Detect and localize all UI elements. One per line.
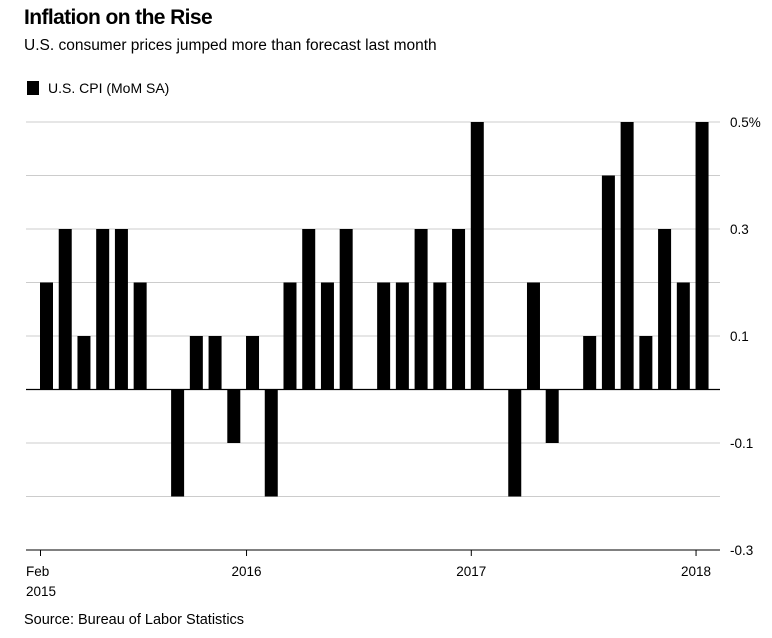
x-tick-label: 2018 [681, 564, 711, 579]
y-tick-label: 0.1 [730, 329, 749, 344]
bar [133, 282, 147, 390]
bar [320, 282, 334, 390]
bar [583, 336, 597, 390]
chart-title: Inflation on the Rise [24, 6, 213, 29]
y-axis-labels: 0.5% 0.3 0.1 -0.1 -0.3 [730, 115, 761, 558]
bar [545, 389, 559, 443]
bar [114, 229, 128, 390]
gridlines [26, 121, 720, 497]
bar [452, 229, 466, 390]
x-tick-label: 2015 [26, 584, 56, 599]
bar [302, 229, 316, 390]
bar [171, 389, 185, 497]
bar [264, 389, 278, 497]
legend-swatch [27, 81, 39, 95]
bar [58, 229, 72, 390]
bar [639, 336, 653, 390]
bar [433, 282, 447, 390]
legend: U.S. CPI (MoM SA) [27, 80, 169, 96]
bar [96, 229, 110, 390]
bars [40, 122, 709, 497]
legend-label: U.S. CPI (MoM SA) [48, 80, 170, 96]
bar [377, 282, 391, 390]
bar [414, 229, 428, 390]
bar [40, 282, 53, 390]
bar [620, 122, 634, 390]
bar [227, 389, 241, 443]
y-tick-label: 0.5% [730, 115, 761, 130]
bar [676, 282, 690, 390]
x-tick-label: 2017 [456, 564, 486, 579]
y-tick-label: -0.1 [730, 436, 753, 451]
chart-subtitle: U.S. consumer prices jumped more than fo… [24, 37, 437, 54]
bar [658, 229, 672, 390]
bar [339, 229, 353, 390]
bar [526, 282, 540, 390]
axes [26, 388, 720, 556]
source-note: Source: Bureau of Labor Statistics [24, 612, 245, 628]
bar [246, 336, 260, 390]
x-tick-label: Feb [26, 564, 49, 579]
x-tick-label: 2016 [232, 564, 262, 579]
bar [283, 282, 297, 390]
y-tick-label: 0.3 [730, 222, 749, 237]
bar [470, 122, 484, 390]
y-tick-label: -0.3 [730, 543, 753, 558]
bar [208, 336, 222, 390]
x-axis-labels: Feb 2015 2016 2017 2018 [26, 564, 711, 599]
bar [77, 336, 91, 390]
bar [508, 389, 522, 497]
bar [695, 122, 709, 390]
bar [395, 282, 409, 390]
bar [189, 336, 203, 390]
bar [601, 175, 615, 390]
